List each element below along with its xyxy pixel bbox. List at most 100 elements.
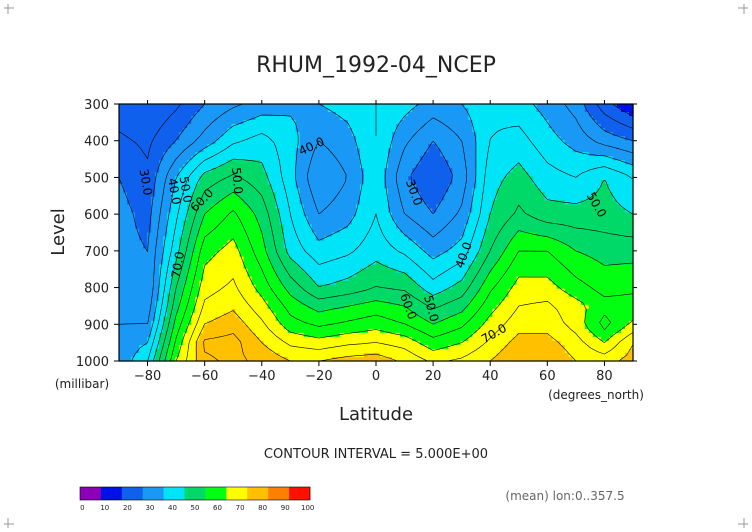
field-cell [388, 192, 393, 197]
field-cell [608, 156, 614, 161]
field-cell [504, 236, 510, 242]
field-cell [139, 132, 144, 137]
field-cell [171, 164, 176, 169]
field-cell [556, 252, 562, 258]
field-cell [508, 132, 514, 137]
field-cell [436, 152, 441, 157]
field-cell [231, 108, 237, 113]
field-cell [215, 132, 220, 137]
field-cell [167, 148, 172, 153]
field-cell [444, 116, 449, 121]
field-cell [271, 204, 277, 210]
field-cell [183, 188, 188, 193]
field-cell [448, 256, 453, 262]
field-cell [239, 252, 245, 258]
field-cell [460, 200, 465, 205]
field-cell [219, 168, 225, 173]
field-cell [620, 196, 626, 201]
field-cell [323, 108, 329, 113]
field-cell [564, 160, 570, 165]
field-cell [472, 204, 477, 210]
field-cell [235, 120, 241, 125]
field-cell [151, 164, 156, 169]
field-cell [460, 224, 465, 230]
field-cell [480, 188, 486, 193]
field-cell [327, 216, 333, 222]
field-cell [388, 188, 393, 193]
field-cell [416, 144, 421, 149]
field-cell [436, 232, 441, 238]
field-cell [335, 140, 341, 145]
field-cell [207, 204, 212, 210]
field-cell [468, 248, 473, 254]
field-cell [267, 172, 273, 177]
field-cell [243, 220, 249, 226]
field-cell [151, 252, 156, 258]
field-cell [624, 128, 630, 133]
field-cell [203, 232, 208, 238]
field-cell [492, 112, 498, 117]
field-cell [472, 124, 477, 129]
field-cell [235, 192, 241, 197]
field-cell [432, 104, 437, 109]
field-cell [512, 252, 518, 258]
field-cell [568, 112, 574, 117]
field-cell [388, 248, 393, 254]
field-cell [359, 188, 365, 193]
field-cell [508, 200, 514, 205]
field-cell [235, 244, 241, 250]
field-cell [183, 120, 188, 125]
field-cell [404, 240, 409, 246]
field-cell [500, 248, 506, 254]
field-cell [367, 116, 373, 121]
field-cell [223, 228, 229, 234]
field-cell [540, 196, 546, 201]
field-cell [568, 172, 574, 177]
field-cell [159, 204, 164, 210]
field-cell [464, 128, 469, 133]
field-cell [416, 120, 421, 125]
field-cell [496, 104, 502, 109]
field-cell [444, 200, 449, 205]
field-cell [143, 116, 148, 121]
field-cell [227, 116, 233, 121]
field-cell [191, 128, 196, 133]
field-cell [183, 180, 188, 185]
field-cell [275, 184, 281, 189]
field-cell [588, 232, 594, 238]
field-cell [448, 148, 453, 153]
field-cell [496, 156, 502, 161]
field-cell [556, 116, 562, 121]
field-cell [416, 164, 421, 169]
field-cell [143, 136, 148, 141]
field-cell [231, 152, 237, 157]
field-cell [283, 164, 289, 169]
field-cell [448, 252, 453, 258]
field-cell [452, 120, 457, 125]
field-cell [604, 116, 610, 121]
field-cell [536, 220, 542, 226]
field-cell [155, 224, 160, 230]
field-cell [376, 176, 381, 181]
field-cell [624, 236, 630, 242]
field-cell [139, 112, 144, 117]
field-cell [388, 132, 393, 137]
field-cell [388, 104, 393, 109]
field-cell [311, 120, 317, 125]
field-cell [476, 228, 482, 234]
field-cell [488, 152, 494, 157]
field-cell [331, 160, 337, 165]
field-cell [307, 192, 313, 197]
field-cell [135, 144, 140, 149]
field-cell [319, 216, 325, 222]
field-cell [231, 216, 237, 222]
field-cell [556, 244, 562, 250]
field-cell [299, 112, 305, 117]
field-cell [259, 160, 265, 165]
field-cell [544, 104, 550, 109]
field-cell [576, 212, 582, 218]
field-cell [255, 104, 261, 109]
field-cell [436, 128, 441, 133]
field-cell [564, 140, 570, 145]
field-cell [484, 168, 490, 173]
